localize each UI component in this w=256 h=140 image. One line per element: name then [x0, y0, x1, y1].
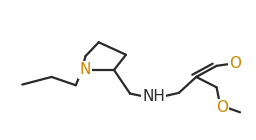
Text: O: O	[229, 56, 241, 71]
Text: N: N	[79, 62, 90, 78]
Text: O: O	[216, 100, 228, 115]
Text: NH: NH	[142, 89, 165, 104]
